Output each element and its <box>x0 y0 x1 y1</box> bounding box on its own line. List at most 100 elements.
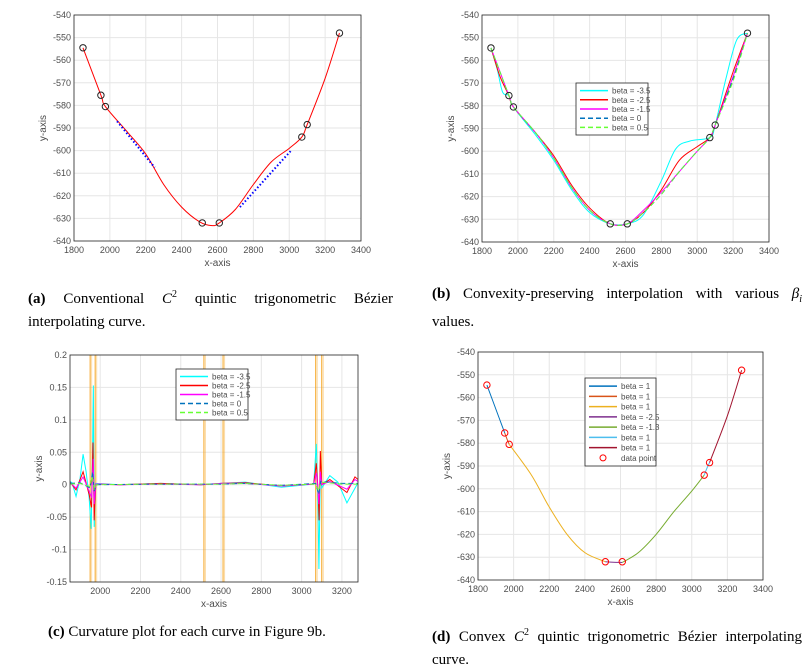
x-tick-label: 3000 <box>279 245 299 255</box>
series-line-0 <box>82 32 340 227</box>
y-axis-label: y-axis <box>442 453 453 479</box>
caption-a: (a) Conventional C2 quintic trigonometri… <box>28 283 393 334</box>
x-tick-label: 2200 <box>544 246 564 256</box>
x-tick-label: 2600 <box>615 246 635 256</box>
x-tick-label: 2800 <box>251 586 271 596</box>
y-tick-label: -550 <box>457 370 475 380</box>
series-line-beta1 <box>486 384 506 434</box>
y-tick-label: -0.05 <box>46 512 67 522</box>
x-tick-label: 2600 <box>211 586 231 596</box>
caption-b: (b) Convexity-preserving interpolation w… <box>432 283 802 334</box>
chart-a: 1800 2000 2200 2400 2600 2800 3000 3200 3400 -540… <box>38 10 371 269</box>
y-tick-label: 0.1 <box>54 415 67 425</box>
data-point-marker <box>606 220 614 228</box>
x-tick-label: 3200 <box>315 245 335 255</box>
x-axis-label: x-axis <box>612 259 638 270</box>
caption-b-label: (b) <box>432 286 451 302</box>
y-tick-label: -560 <box>53 55 71 65</box>
legend-label: beta = -1.5 <box>212 391 251 400</box>
y-tick-label: -600 <box>53 146 71 156</box>
y-tick-label: -600 <box>461 146 479 156</box>
legend-label: beta = 1 <box>621 392 651 401</box>
y-tick-label: -610 <box>457 507 475 517</box>
x-tick-label: 2600 <box>610 584 630 594</box>
x-axis-label: x-axis <box>607 597 633 608</box>
axes-box <box>69 354 359 583</box>
y-tick-label: -540 <box>53 10 71 20</box>
legend-label: beta = 1 <box>621 382 651 391</box>
x-tick-label: 2800 <box>243 245 263 255</box>
legend-label: beta = -3.5 <box>612 87 651 96</box>
caption-c-label: (c) <box>48 624 65 640</box>
caption-a-symbol: C <box>162 291 173 307</box>
y-tick-label: -640 <box>457 575 475 585</box>
y-tick-label: -540 <box>457 347 475 357</box>
y-tick-label: -570 <box>53 78 71 88</box>
y-tick-label: 0.15 <box>49 382 67 392</box>
data-point-marker <box>97 91 105 99</box>
y-tick-label: -620 <box>457 529 475 539</box>
legend-label: beta = 1 <box>621 444 651 453</box>
y-tick-label: -590 <box>457 461 475 471</box>
data-point-marker <box>700 471 708 479</box>
y-tick-label: -540 <box>461 10 479 20</box>
series-line-beta0.5 <box>490 33 748 226</box>
series-line-beta1 <box>508 444 606 563</box>
series-group <box>486 370 743 563</box>
x-tick-label: 3400 <box>753 584 773 594</box>
y-tick-label: -610 <box>461 169 479 179</box>
axes-box <box>477 351 764 581</box>
caption-d-text: Convex <box>458 629 514 645</box>
y-tick-label: -560 <box>457 393 475 403</box>
legend-label: beta = -2.5 <box>621 413 660 422</box>
series-line-beta1 <box>703 462 711 476</box>
y-tick-label: -0.15 <box>46 577 67 587</box>
x-tick-label: 3200 <box>717 584 737 594</box>
data-point-marker <box>198 219 206 227</box>
data-point-marker <box>711 121 719 129</box>
legend-label: beta = 0 <box>212 400 242 409</box>
y-axis-label: y-axis <box>34 455 45 481</box>
x-tick-label: 2000 <box>100 245 120 255</box>
legend-box <box>584 377 657 467</box>
legend-label: beta = -1.5 <box>612 105 651 114</box>
data-point-marker <box>483 381 491 389</box>
x-tick-label: 2200 <box>539 584 559 594</box>
x-tick-label: 2400 <box>580 246 600 256</box>
x-tick-label: 2000 <box>504 584 524 594</box>
chart-d: 1800 2000 2200 2400 2600 2800 3000 3200 3400 -540… <box>442 347 773 608</box>
x-tick-label: 3200 <box>723 246 743 256</box>
data-point-marker <box>101 102 110 111</box>
data-point-marker <box>487 44 495 52</box>
legend-label: beta = -3.5 <box>212 373 251 382</box>
data-point-marker <box>618 558 626 566</box>
x-tick-label: 1800 <box>472 246 492 256</box>
x-axis-label: x-axis <box>204 258 230 269</box>
y-tick-label: -0.1 <box>51 545 67 555</box>
data-point-marker <box>215 219 223 227</box>
caption-b-symbol: β <box>791 286 800 302</box>
y-tick-label: -590 <box>461 124 479 134</box>
caption-a-text: Conventional <box>63 291 163 307</box>
series-line-beta0.5 <box>70 476 358 493</box>
data-point-marker <box>335 29 344 37</box>
series-line-2 <box>239 149 292 208</box>
x-tick-label: 2600 <box>207 245 227 255</box>
y-tick-label: 0.2 <box>54 350 67 360</box>
legend-label: beta = -2.5 <box>212 382 251 391</box>
data-point-marker <box>509 103 518 111</box>
y-tick-label: -640 <box>53 236 71 246</box>
data-point-marker <box>303 120 311 129</box>
legend-label: beta = -2.5 <box>612 96 651 105</box>
x-tick-label: 3400 <box>759 246 779 256</box>
x-tick-label: 3400 <box>351 245 371 255</box>
x-axis-label: x-axis <box>201 599 227 610</box>
y-tick-label: -610 <box>53 168 71 178</box>
axes-box <box>73 14 362 242</box>
x-tick-label: 3200 <box>332 586 352 596</box>
y-tick-label: -580 <box>457 438 475 448</box>
x-tick-label: 2400 <box>171 586 191 596</box>
